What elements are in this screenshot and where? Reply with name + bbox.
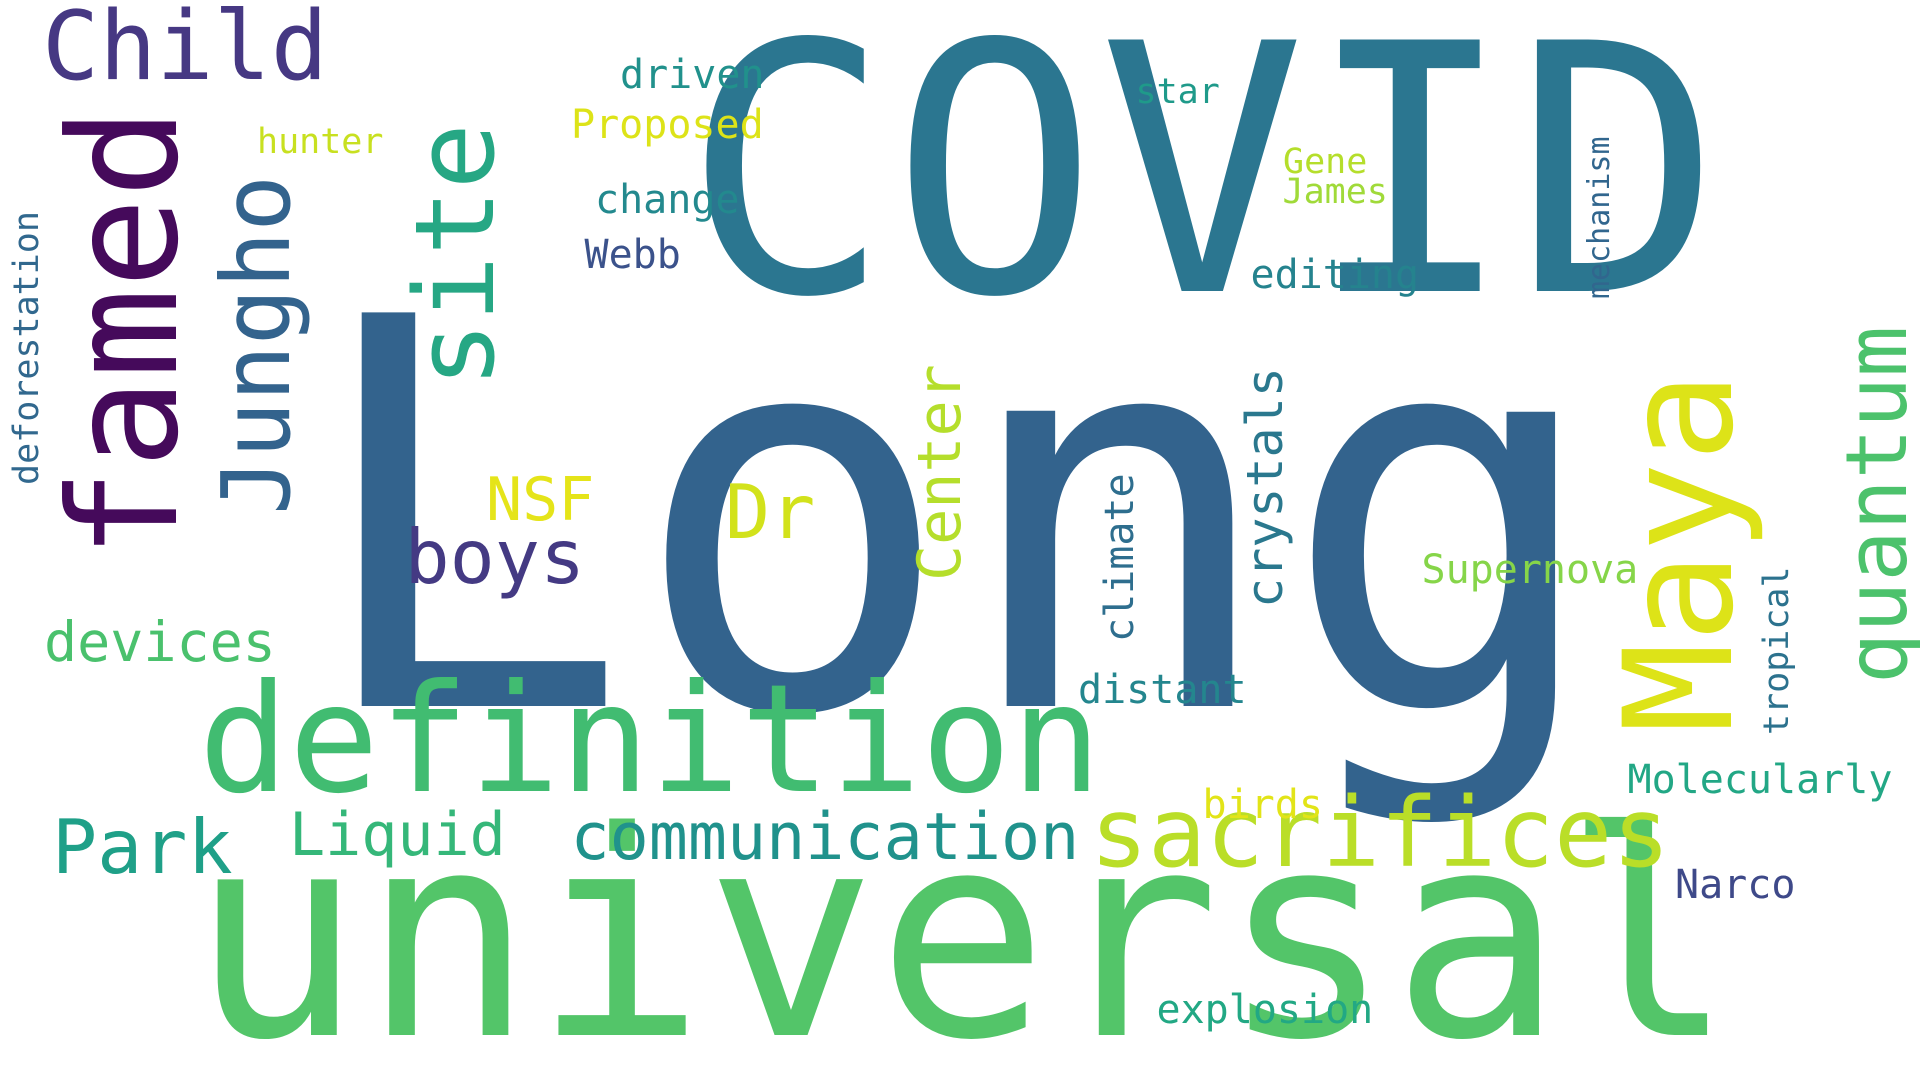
word-devices: devices [44,610,276,674]
word-editing: editing [1250,252,1420,298]
word-driven: driven [620,52,765,98]
word-liquid: Liquid [289,800,506,870]
word-famed: famed [38,106,212,559]
word-center: Center [905,364,975,581]
word-quantum: quantum [1828,325,1920,684]
word-change: change [595,177,740,223]
word-child: Child [42,0,328,102]
word-sacrifices: sacrifices [1090,776,1671,889]
word-narco: Narco [1675,862,1796,908]
word-gene: Gene [1283,142,1368,182]
word-long: Long [305,206,1606,834]
word-nsf: NSF [486,465,595,535]
word-climate: climate [1097,473,1143,642]
word-communication: communication [570,800,1080,875]
word-site: site [391,122,519,388]
word-definition: definition [198,653,1102,827]
word-jungho: Jungho [202,174,312,515]
word-park: Park [52,803,233,891]
word-hunter: hunter [257,122,384,162]
word-boys: boys [404,513,586,601]
word-webb: Webb [584,232,681,278]
word-star: star [1135,72,1220,112]
word-deforestation: deforestation [7,210,47,485]
word-james: James [1282,172,1388,212]
word-crystals: crystals [1236,367,1294,608]
word-supernova: Supernova [1421,547,1639,593]
word-tropical: tropical [1757,565,1797,735]
word-distant: distant [1078,667,1247,713]
word-molecularly: Molecularly [1627,757,1893,803]
word-explosion: explosion [1156,987,1374,1033]
word-covid: COVID [683,0,1722,373]
word-dr: Dr [725,468,816,556]
word-birds: birds [1202,782,1323,828]
word-mechanism: mechanism [1582,136,1617,299]
word-proposed: Proposed [571,102,764,148]
word-universal: universal [190,771,1735,1080]
